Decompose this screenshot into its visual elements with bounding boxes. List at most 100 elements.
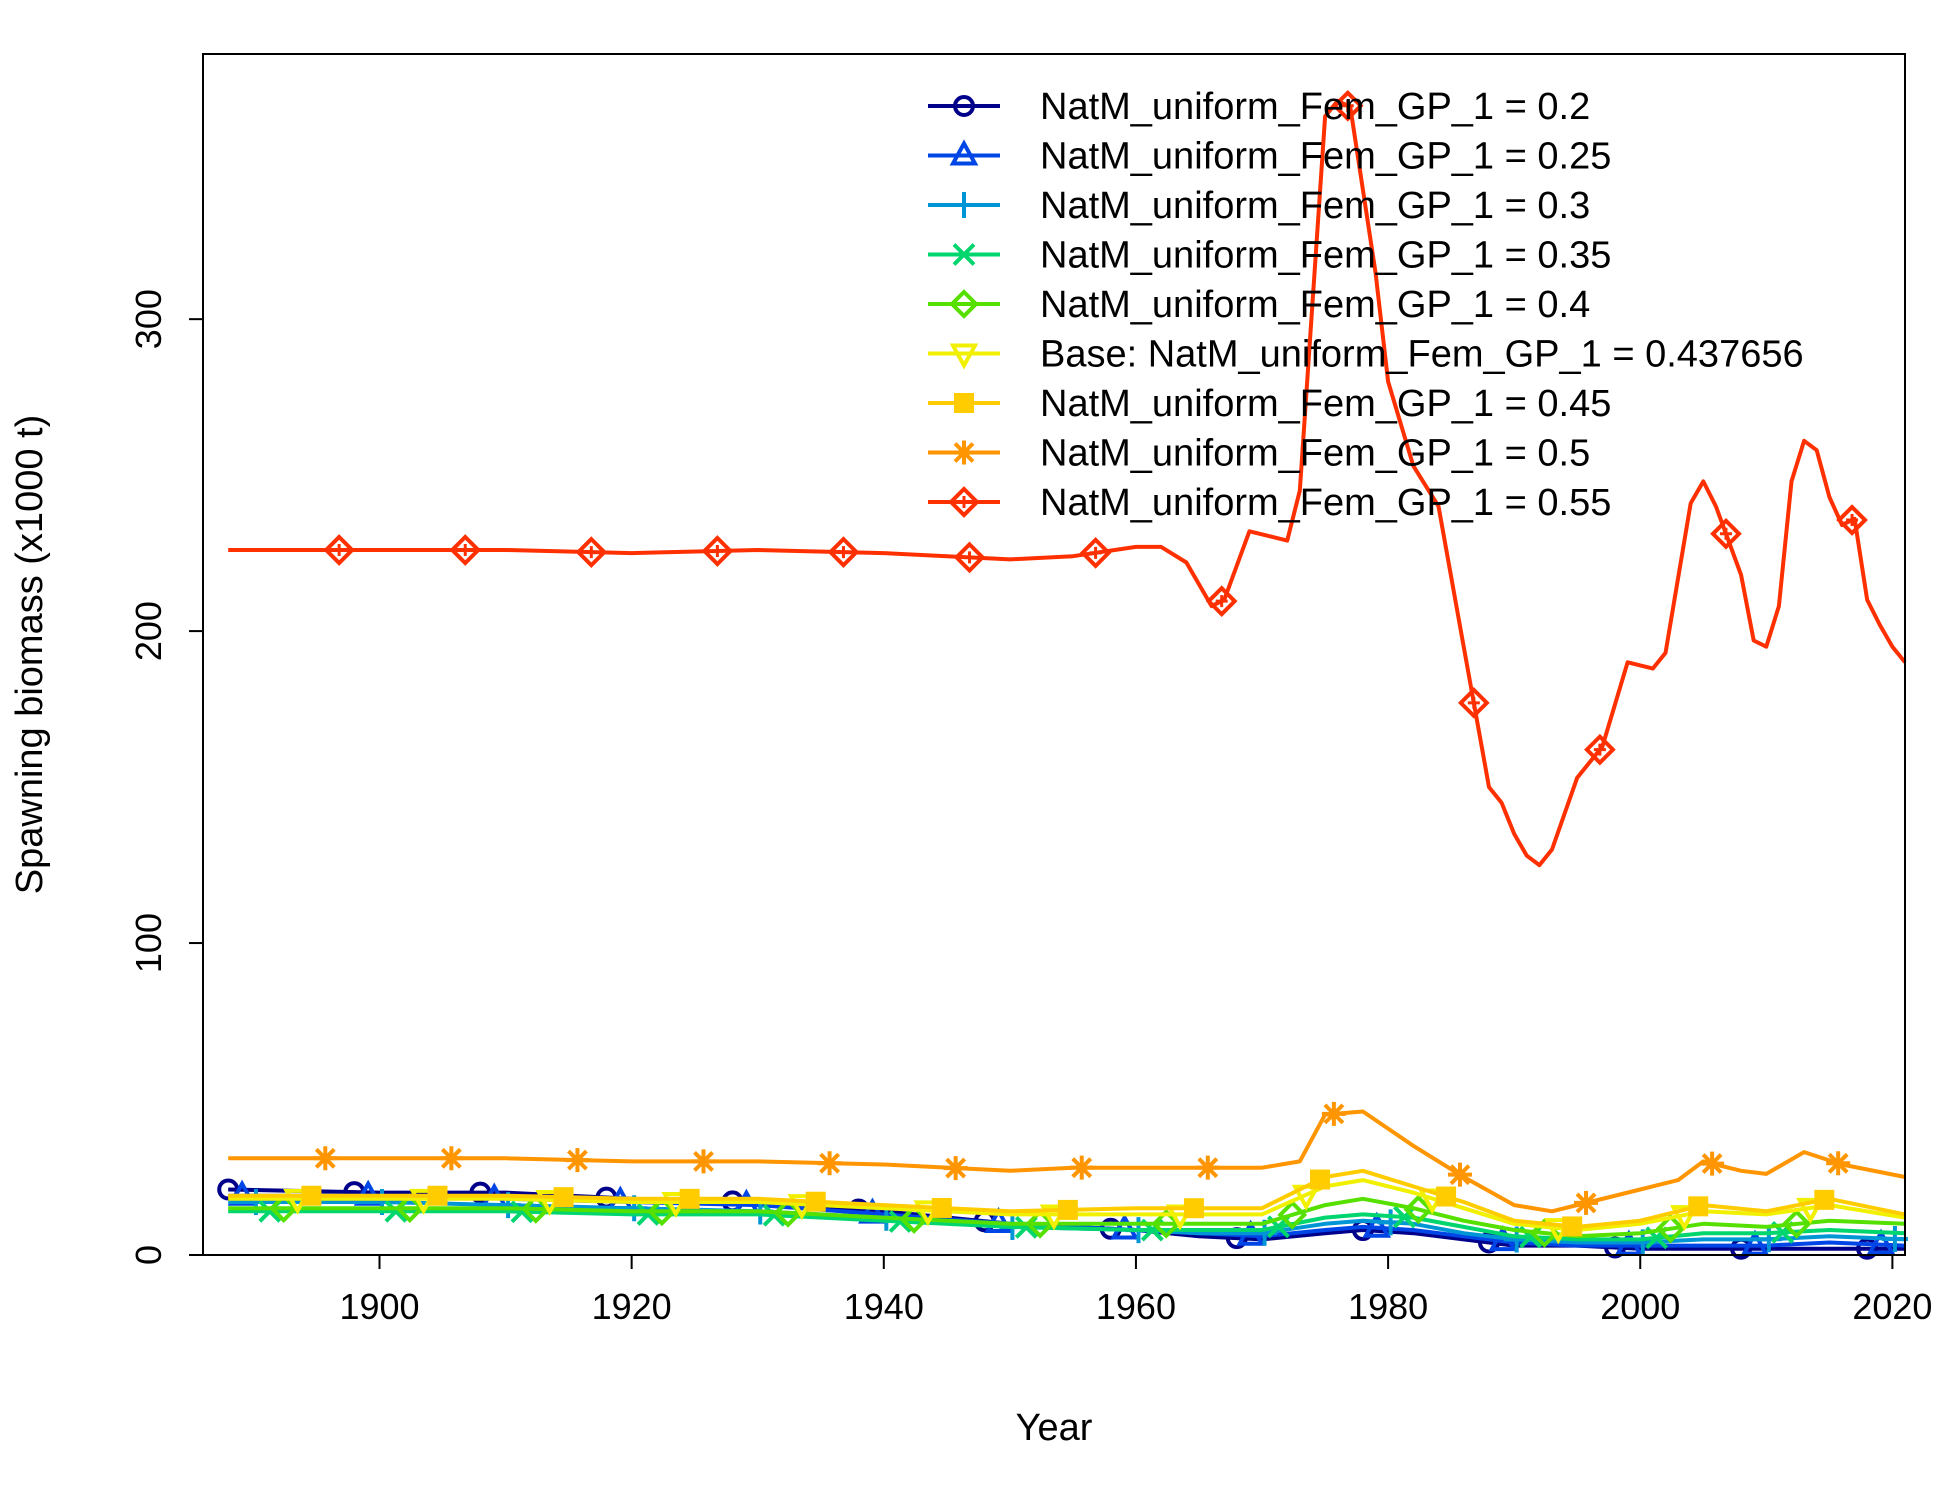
y-tick-label: 0 [128, 1245, 169, 1265]
legend-entry-3: NatM_uniform_Fem_GP_1 = 0.3 [928, 185, 1590, 227]
series-7-point [427, 1185, 448, 1206]
series-8-point [1195, 1155, 1220, 1180]
series-6-point [1669, 1205, 1699, 1232]
x-tick-label: 1960 [1096, 1286, 1176, 1327]
series-9-point [323, 534, 355, 566]
series-2-point [1866, 1228, 1896, 1255]
series-8 [228, 1101, 1906, 1215]
x-tick-label: 1920 [592, 1286, 672, 1327]
legend-entry-8: NatM_uniform_Fem_GP_1 = 0.5 [928, 433, 1590, 475]
series-7-point [1310, 1169, 1331, 1190]
series-8-point [1700, 1151, 1725, 1176]
legend-label: NatM_uniform_Fem_GP_1 = 0.4 [1040, 284, 1590, 326]
series-9-point [953, 541, 986, 574]
series-7 [228, 1168, 1906, 1237]
series-8-point [1574, 1190, 1599, 1215]
legend-entry-5: NatM_uniform_Fem_GP_1 = 0.4 [928, 284, 1590, 326]
legend-label: NatM_uniform_Fem_GP_1 = 0.2 [1040, 86, 1590, 128]
series-5-point [1403, 1194, 1434, 1225]
y-axis-title: Spawning biomass (x1000 t) [9, 415, 51, 894]
series-5-point [1781, 1209, 1812, 1239]
series-9-point [1079, 537, 1112, 569]
series-8-point [1321, 1101, 1346, 1126]
legend-entry-2: NatM_uniform_Fem_GP_1 = 0.25 [928, 136, 1611, 178]
series-9-point [1710, 517, 1742, 550]
series-8-point [691, 1149, 716, 1174]
legend-entry-4: NatM_uniform_Fem_GP_1 = 0.35 [928, 235, 1611, 277]
series-2-point [1740, 1229, 1770, 1256]
series-8-point [313, 1146, 338, 1171]
legend-marker [949, 139, 979, 166]
series-9-point [827, 536, 860, 568]
series-7-point [1562, 1216, 1583, 1237]
legend-entry-7: NatM_uniform_Fem_GP_1 = 0.45 [928, 383, 1611, 425]
x-tick-label: 2000 [1600, 1286, 1680, 1327]
series-9-point [575, 536, 608, 568]
x-tick-label: 2020 [1852, 1286, 1932, 1327]
series-2-point [984, 1206, 1013, 1233]
x-tick-label: 1980 [1348, 1286, 1428, 1327]
series-6-point [1796, 1197, 1825, 1225]
legend-entry-9: NatM_uniform_Fem_GP_1 = 0.55 [928, 482, 1611, 524]
legend-marker [953, 95, 975, 117]
plot-area [217, 89, 1908, 1260]
series-9-point [1584, 733, 1616, 766]
series-9-point [1205, 585, 1238, 617]
series-9-point [701, 535, 734, 567]
legend-marker [952, 243, 976, 266]
y-tick-label: 200 [128, 601, 169, 661]
series-2-point [1362, 1211, 1392, 1238]
y-tick-label: 300 [128, 289, 169, 349]
series-3-point [1881, 1225, 1908, 1252]
series-7-point [1183, 1198, 1204, 1219]
series-8-point [565, 1148, 590, 1173]
series-9-point [449, 534, 482, 566]
series-9-point [1836, 504, 1868, 536]
series-8-point [1069, 1155, 1094, 1180]
series-2-point [1110, 1213, 1139, 1240]
legend-label: Base: NatM_uniform_Fem_GP_1 = 0.437656 [1040, 334, 1804, 376]
legend-label: NatM_uniform_Fem_GP_1 = 0.5 [1040, 433, 1590, 475]
series-line-4 [228, 1209, 1906, 1242]
series-8-point [439, 1146, 464, 1171]
series-7-point [931, 1197, 952, 1218]
series-7-point [805, 1191, 826, 1212]
legend-marker [954, 393, 974, 413]
series-8-point [1447, 1162, 1472, 1187]
legend: NatM_uniform_Fem_GP_1 = 0.2 NatM_uniform_… [928, 86, 1804, 524]
series-8-point [1826, 1151, 1851, 1176]
legend-marker [952, 440, 976, 465]
legend-marker [951, 192, 977, 218]
series-8-point [817, 1151, 842, 1176]
x-axis-title: Year [1016, 1407, 1093, 1449]
series-7-point [301, 1185, 322, 1206]
legend-entry-6: Base: NatM_uniform_Fem_GP_1 = 0.437656 [928, 334, 1804, 376]
legend-label: NatM_uniform_Fem_GP_1 = 0.25 [1040, 136, 1611, 178]
series-7-point [1057, 1199, 1078, 1220]
y-tick-label: 100 [128, 913, 169, 973]
series-9-point [1457, 687, 1490, 719]
series-8-point [943, 1156, 968, 1181]
x-tick-label: 1940 [844, 1286, 924, 1327]
series-5-point [1277, 1199, 1308, 1230]
legend-label: NatM_uniform_Fem_GP_1 = 0.45 [1040, 383, 1611, 425]
series-4-point [1393, 1205, 1416, 1229]
series-7-point [679, 1188, 700, 1209]
legend-label: NatM_uniform_Fem_GP_1 = 0.55 [1040, 482, 1611, 524]
series-7-point [553, 1187, 574, 1208]
series-9-point [1331, 89, 1364, 122]
legend-marker [948, 486, 980, 518]
series-7-point [1814, 1189, 1835, 1210]
legend-entry-1: NatM_uniform_Fem_GP_1 = 0.2 [928, 86, 1590, 128]
series-9 [228, 89, 1907, 868]
legend-label: NatM_uniform_Fem_GP_1 = 0.3 [1040, 185, 1590, 227]
series-7-point [1436, 1186, 1457, 1207]
series-line-9 [228, 98, 1907, 868]
series-5-point [1655, 1213, 1686, 1244]
series-7-point [1688, 1196, 1709, 1217]
legend-marker [949, 343, 979, 370]
axes: 1900 1920 1940 1960 1980 2000 2020 0 100 200 300 [128, 53, 1932, 1327]
legend-marker [949, 289, 979, 319]
x-tick-label: 1900 [339, 1286, 419, 1327]
